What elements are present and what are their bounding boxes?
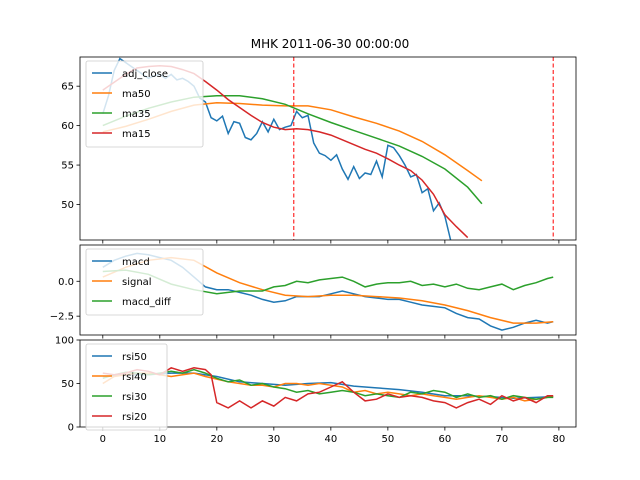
panel-2: −2.5 0.0 macd signal macd_diff: [50, 244, 577, 339]
legend: rsi50 rsi40 rsi30 rsi20: [85, 343, 168, 431]
series-line-rsi30: [102, 368, 554, 400]
legend-label: rsi40: [122, 372, 147, 383]
x-tick-label: 20: [210, 434, 223, 445]
series-line-macd-diff: [102, 269, 554, 295]
x-tick-label: 0: [100, 434, 106, 445]
x-tick-label: 50: [381, 434, 394, 445]
legend-label: ma35: [122, 109, 151, 120]
panel-1: 50 55 60 65 adj_close ma50 ma35 ma15: [61, 56, 577, 244]
legend-label: macd: [122, 257, 150, 268]
y-tick-label: 0.0: [58, 277, 74, 288]
legend-label: rsi20: [122, 412, 147, 423]
legend-box: [85, 248, 204, 316]
legend: macd signal macd_diff: [85, 248, 204, 316]
y-tick-label: 50: [61, 379, 74, 390]
x-tick-label: 80: [553, 434, 566, 445]
x-tick-label: 30: [267, 434, 280, 445]
legend-box: [85, 343, 168, 431]
chart-title: MHK 2011-06-30 00:00:00: [251, 37, 410, 51]
legend-label: macd_diff: [122, 297, 172, 308]
y-tick-label: 100: [55, 336, 74, 347]
legend-label: ma15: [122, 129, 151, 140]
series-line-rsi20: [102, 366, 554, 409]
legend-label: signal: [122, 277, 152, 288]
y-tick-label: 50: [61, 200, 74, 211]
y-tick-label: 65: [61, 82, 74, 93]
y-tick-label: 60: [61, 121, 74, 132]
legend-label: ma50: [122, 89, 151, 100]
x-tick-label: 70: [496, 434, 509, 445]
legend: adj_close ma50 ma35 ma15: [85, 60, 204, 148]
x-tick-label: 60: [439, 434, 452, 445]
legend-box: [85, 60, 204, 148]
legend-label: rsi30: [122, 392, 147, 403]
y-tick-label: 55: [61, 161, 74, 172]
x-tick-label: 10: [153, 434, 166, 445]
legend-label: adj_close: [122, 69, 168, 80]
axes-frame: [79, 56, 577, 241]
legend-label: rsi50: [122, 352, 147, 363]
y-tick-label: −2.5: [50, 312, 74, 323]
x-tick-label: 40: [324, 434, 337, 445]
axes-frame: [79, 244, 577, 336]
y-tick-label: 0: [68, 423, 74, 434]
